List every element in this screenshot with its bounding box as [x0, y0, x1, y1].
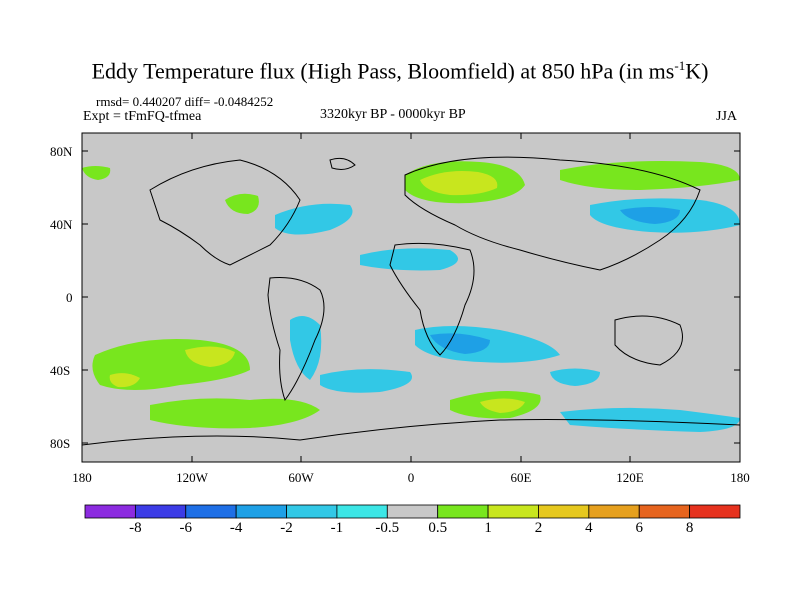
colorbar-swatch — [185, 504, 237, 519]
colorbar-label: -4 — [229, 520, 243, 536]
lon-label: 120W — [176, 470, 209, 485]
lon-label: 120E — [616, 470, 644, 485]
coastline-north-america — [149, 159, 301, 266]
colorbar-label: 8 — [685, 520, 694, 536]
colorbar-swatch — [386, 504, 439, 519]
title-main: Eddy Temperature flux (High Pass, Bloomf… — [91, 58, 675, 84]
positive-region-canada — [225, 193, 259, 214]
axis-ticks — [81, 132, 741, 462]
lat-label: 40N — [50, 217, 73, 232]
colorbar-label: -8 — [129, 520, 142, 536]
lon-label: 0 — [408, 470, 415, 485]
colorbar-swatch — [134, 504, 187, 519]
colorbar-swatch — [487, 504, 539, 519]
coastline-greenland — [329, 157, 356, 170]
negative-region-south-atlantic — [320, 369, 412, 393]
title-sup: -1 — [674, 58, 686, 73]
lat-label: 40S — [50, 363, 70, 378]
lat-label: 80S — [50, 436, 70, 451]
colorbar-swatch — [235, 504, 287, 519]
season-label: JJA — [716, 109, 738, 124]
negative-region-south-america — [290, 316, 322, 380]
lon-label: 60W — [288, 470, 314, 485]
strong-positive-region-southern-ocean — [480, 398, 525, 413]
period-label: 3320kyr BP - 0000kyr BP — [320, 107, 466, 122]
colorbar-label: 4 — [585, 520, 593, 536]
strong-positive-region-scandinavia — [420, 171, 498, 196]
coastline-antarctica — [82, 419, 740, 446]
colorbar — [84, 504, 741, 519]
colorbar-label: 1 — [484, 520, 492, 536]
strong-negative-region-east-asia — [620, 207, 680, 224]
colorbar-label: 6 — [635, 520, 643, 536]
strong-negative-region-southern-africa — [430, 333, 490, 354]
rmsd-diff-text: rmsd= 0.440207 diff= -0.0484252 — [96, 94, 274, 109]
colorbar-label: -0.5 — [375, 520, 400, 536]
negative-region-north-africa — [360, 248, 458, 271]
negative-region-antarctic-coast — [560, 407, 740, 432]
colorbar-swatch — [638, 504, 691, 519]
positive-region-southern-ocean-pacific — [150, 398, 320, 429]
colorbar-label: -6 — [179, 520, 193, 536]
lon-label: 180 — [730, 470, 750, 485]
colorbar-swatch — [588, 504, 640, 519]
coastline-africa — [389, 242, 475, 356]
coastline-australia — [614, 315, 683, 366]
lat-tick-labels: 80N 40N 0 40S 80S — [50, 144, 73, 451]
negative-region-indian-ocean — [550, 368, 600, 386]
lat-label: 0 — [66, 290, 73, 305]
colorbar-label: -2 — [280, 520, 293, 536]
colorbar-swatch — [336, 504, 388, 519]
lon-tick-labels: 180 120W 60W 0 60E 120E 180 — [72, 470, 750, 485]
lon-label: 60E — [511, 470, 532, 485]
colorbar-swatch — [538, 504, 590, 519]
coastlines — [82, 156, 740, 446]
colorbar-swatch — [689, 504, 741, 519]
lat-label: 80N — [50, 144, 73, 159]
lon-label: 180 — [72, 470, 92, 485]
colorbar-swatch — [437, 504, 489, 519]
experiment-label: Expt = tFmFQ-tfmea — [83, 109, 202, 124]
colorbar-swatch — [84, 504, 136, 519]
chart-title: Eddy Temperature flux (High Pass, Bloomf… — [0, 58, 800, 84]
positive-region-siberia — [560, 161, 740, 190]
colorbar-label: -1 — [330, 520, 344, 536]
colorbar-label: 2 — [534, 520, 543, 536]
title-tail: K) — [685, 58, 709, 84]
strong-positive-region-south-pacific — [185, 346, 235, 367]
strong-positive-region-south-pacific-west — [109, 373, 140, 388]
coastline-eurasia — [404, 156, 701, 271]
contour-fills — [82, 161, 740, 432]
colorbar-label: 0.5 — [428, 520, 448, 536]
positive-region-alaska — [82, 166, 111, 180]
colorbar-swatch — [286, 504, 338, 519]
coastline-south-america — [267, 277, 325, 402]
